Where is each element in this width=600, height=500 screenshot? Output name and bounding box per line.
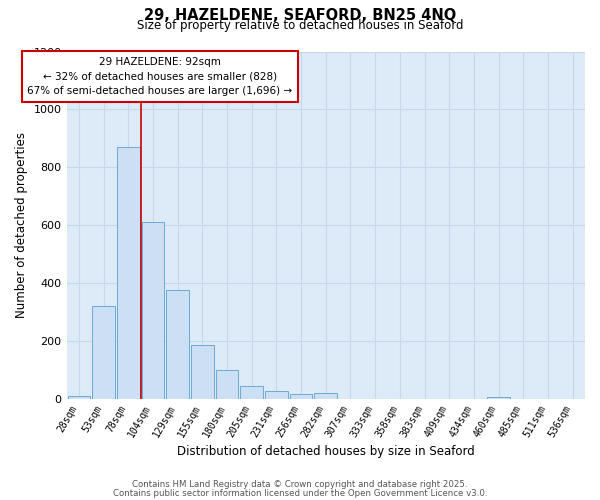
Bar: [92, 306, 115, 398]
Bar: [487, 397, 510, 398]
Text: 29, HAZELDENE, SEAFORD, BN25 4NQ: 29, HAZELDENE, SEAFORD, BN25 4NQ: [144, 8, 456, 22]
Text: Size of property relative to detached houses in Seaford: Size of property relative to detached ho…: [137, 19, 463, 32]
Bar: [290, 394, 313, 398]
Text: Contains public sector information licensed under the Open Government Licence v3: Contains public sector information licen…: [113, 489, 487, 498]
Bar: [265, 392, 288, 398]
Bar: [117, 147, 140, 399]
Bar: [68, 396, 90, 398]
Y-axis label: Number of detached properties: Number of detached properties: [15, 132, 28, 318]
Bar: [142, 222, 164, 398]
Bar: [166, 290, 189, 399]
Bar: [215, 370, 238, 398]
Text: 29 HAZELDENE: 92sqm
← 32% of detached houses are smaller (828)
67% of semi-detac: 29 HAZELDENE: 92sqm ← 32% of detached ho…: [28, 56, 292, 96]
Text: Contains HM Land Registry data © Crown copyright and database right 2025.: Contains HM Land Registry data © Crown c…: [132, 480, 468, 489]
Bar: [241, 386, 263, 398]
Bar: [191, 345, 214, 399]
Bar: [314, 393, 337, 398]
X-axis label: Distribution of detached houses by size in Seaford: Distribution of detached houses by size …: [177, 444, 475, 458]
